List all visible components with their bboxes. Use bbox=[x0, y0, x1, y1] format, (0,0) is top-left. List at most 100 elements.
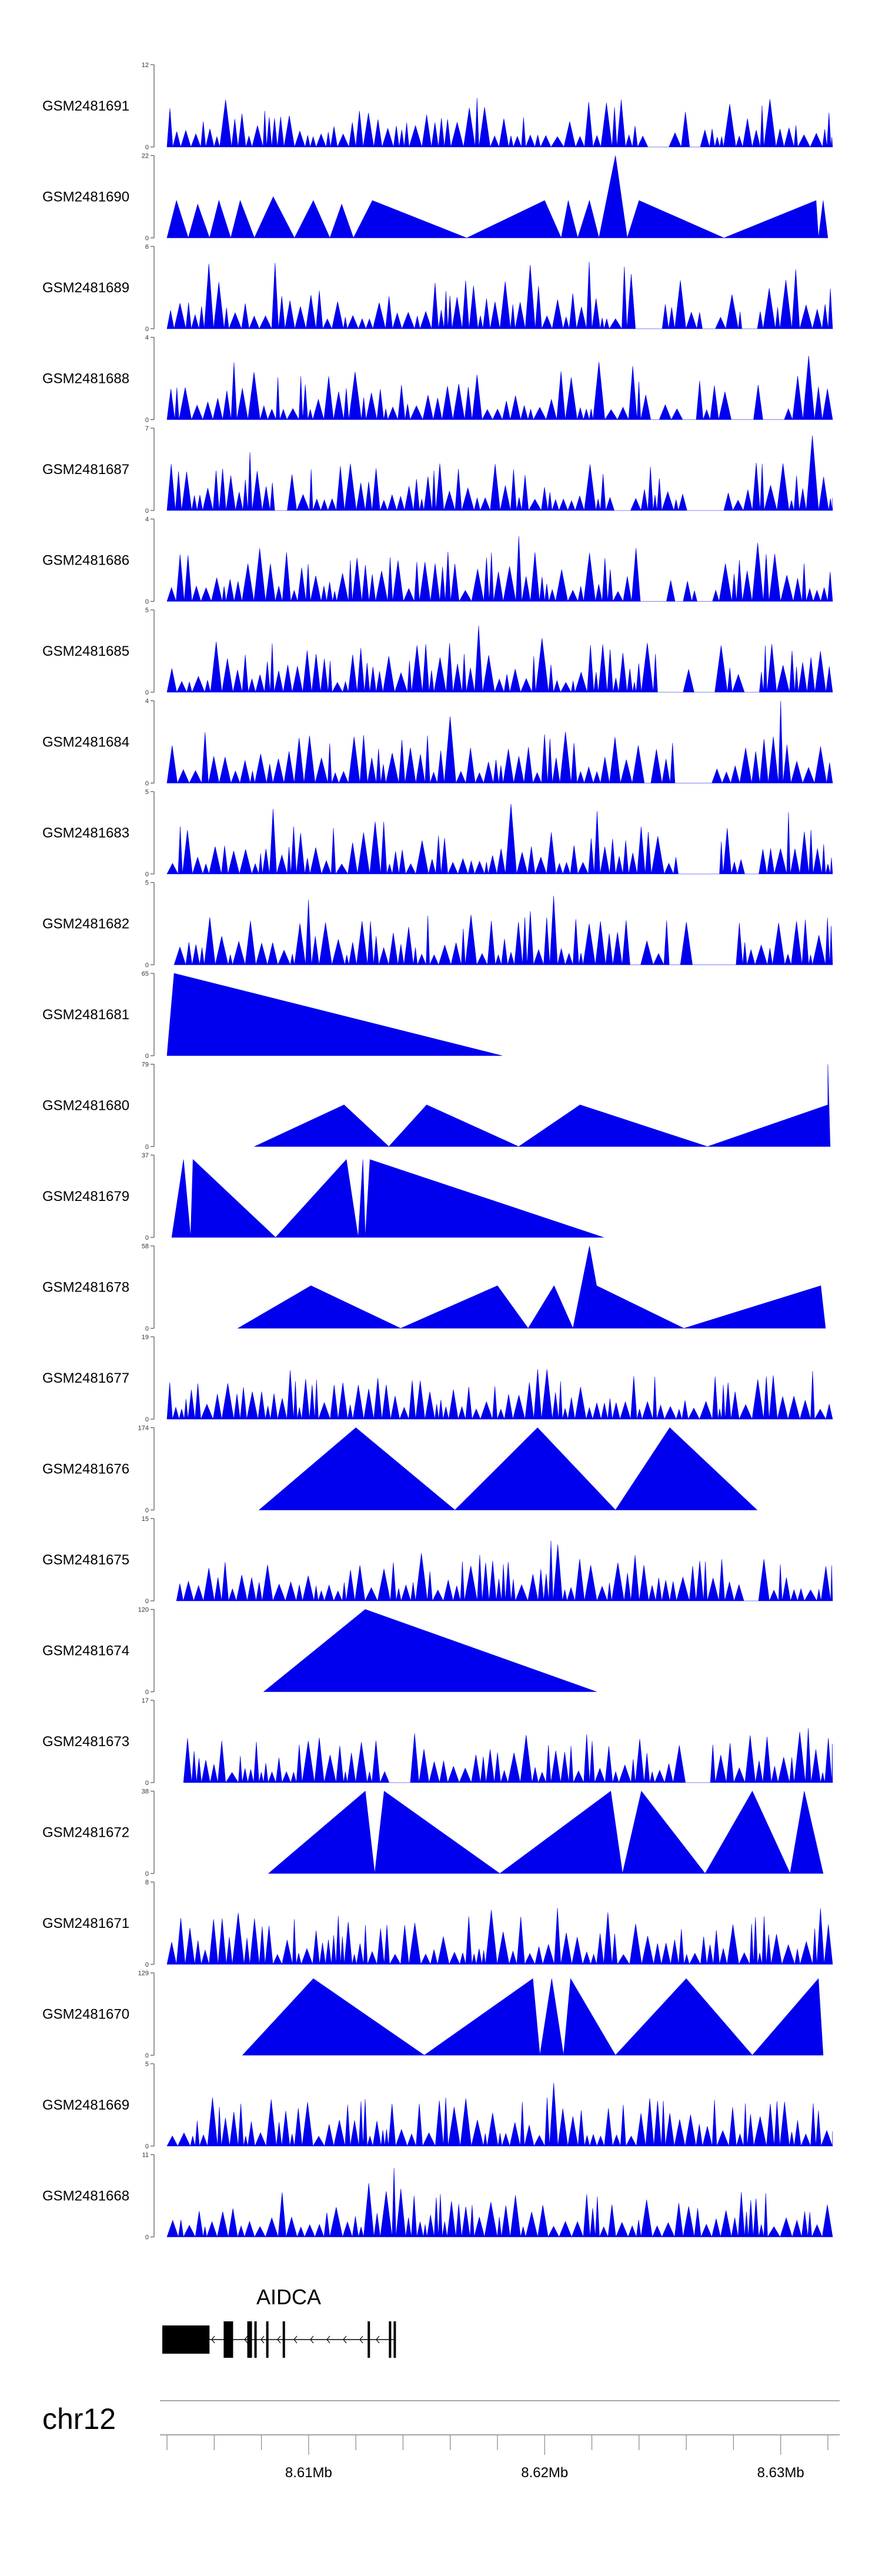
genome-axis: chr12 8.61Mb 8.62Mb 8.63Mb bbox=[42, 2400, 840, 2481]
track-label: GSM2481675 bbox=[42, 1552, 129, 1568]
track-GSM2481691: GSM2481691 12 0 bbox=[42, 62, 833, 151]
y-tick-label-zero: 0 bbox=[145, 1598, 149, 1605]
signal-area-GSM2481687 bbox=[166, 435, 833, 512]
y-tick-label-max: 5 bbox=[145, 880, 149, 887]
track-GSM2481685: GSM2481685 5 0 bbox=[42, 607, 833, 696]
y-tick-label-zero: 0 bbox=[145, 235, 149, 242]
y-tick-label-zero: 0 bbox=[145, 1326, 149, 1333]
strand-arrow bbox=[326, 2335, 330, 2344]
signal-area-GSM2481669 bbox=[166, 2083, 833, 2147]
track-GSM2481689: GSM2481689 6 0 bbox=[42, 243, 833, 333]
track-label: GSM2481678 bbox=[42, 1280, 129, 1296]
track-GSM2481681: GSM2481681 65 0 bbox=[42, 970, 503, 1060]
y-tick-label-max: 7 bbox=[145, 425, 149, 432]
strand-arrow bbox=[359, 2335, 363, 2344]
track-label: GSM2481686 bbox=[42, 553, 129, 569]
gene-exon bbox=[368, 2321, 370, 2358]
signal-area-GSM2481677 bbox=[166, 1369, 833, 1420]
y-tick-label-zero: 0 bbox=[145, 417, 149, 424]
track-GSM2481675: GSM2481675 15 0 bbox=[42, 1516, 833, 1605]
track-label: GSM2481688 bbox=[42, 371, 129, 387]
y-tick-label-max: 17 bbox=[142, 1697, 149, 1704]
track-label: GSM2481684 bbox=[42, 735, 129, 750]
y-tick-label-zero: 0 bbox=[145, 2143, 149, 2150]
track-label: GSM2481673 bbox=[42, 1734, 129, 1750]
y-tick-label-max: 129 bbox=[138, 1970, 149, 1977]
signal-area-GSM2481689 bbox=[166, 262, 833, 330]
y-tick-label-max: 12 bbox=[142, 62, 149, 69]
track-label: GSM2481672 bbox=[42, 1825, 129, 1841]
y-tick-label-max: 79 bbox=[142, 1062, 149, 1069]
y-tick-label-max: 15 bbox=[142, 1516, 149, 1523]
signal-area-GSM2481675 bbox=[176, 1540, 833, 1602]
track-GSM2481683: GSM2481683 5 0 bbox=[42, 789, 833, 878]
gene-track: AIDCA bbox=[162, 2285, 396, 2358]
y-tick-label-zero: 0 bbox=[145, 326, 149, 333]
signal-area-GSM2481674 bbox=[263, 1609, 597, 1692]
signal-area-GSM2481668 bbox=[166, 2168, 833, 2238]
signal-area-GSM2481678 bbox=[237, 1246, 826, 1329]
y-tick-label-zero: 0 bbox=[145, 1689, 149, 1696]
signal-area-GSM2481672 bbox=[268, 1790, 824, 1874]
y-tick-label-zero: 0 bbox=[145, 1053, 149, 1060]
strand-arrow bbox=[211, 2335, 215, 2344]
y-tick-label-zero: 0 bbox=[145, 508, 149, 515]
gene-exon bbox=[266, 2321, 269, 2358]
signal-area-GSM2481673 bbox=[183, 1728, 833, 1784]
track-GSM2481684: GSM2481684 4 0 bbox=[42, 698, 833, 788]
strand-arrow bbox=[343, 2335, 347, 2344]
y-tick-label-zero: 0 bbox=[145, 1416, 149, 1423]
gene-exon bbox=[254, 2321, 257, 2358]
x-tick-label: 8.61Mb bbox=[285, 2465, 332, 2481]
track-GSM2481688: GSM2481688 4 0 bbox=[42, 335, 833, 424]
track-GSM2481672: GSM2481672 38 0 bbox=[42, 1788, 824, 1878]
strand-arrow bbox=[310, 2335, 314, 2344]
track-label: GSM2481668 bbox=[42, 2188, 129, 2204]
track-GSM2481676: GSM2481676 174 0 bbox=[42, 1425, 758, 1514]
y-tick-label-max: 4 bbox=[145, 335, 149, 342]
y-tick-label-max: 4 bbox=[145, 698, 149, 705]
strand-arrow bbox=[376, 2335, 380, 2344]
track-label: GSM2481690 bbox=[42, 189, 129, 205]
track-GSM2481686: GSM2481686 4 0 bbox=[42, 516, 833, 606]
track-GSM2481671: GSM2481671 8 0 bbox=[42, 1879, 833, 1968]
gene-exon bbox=[162, 2325, 210, 2354]
strand-arrow bbox=[244, 2335, 248, 2344]
y-tick-label-max: 5 bbox=[145, 789, 149, 796]
track-label: GSM2481669 bbox=[42, 2097, 129, 2113]
signal-area-GSM2481691 bbox=[166, 98, 833, 148]
track-label: GSM2481679 bbox=[42, 1189, 129, 1204]
track-GSM2481668: GSM2481668 11 0 bbox=[42, 2152, 833, 2241]
signal-area-GSM2481681 bbox=[166, 973, 503, 1056]
x-tick-label: 8.62Mb bbox=[521, 2465, 568, 2481]
signal-area-GSM2481680 bbox=[254, 1064, 831, 1147]
track-label: GSM2481677 bbox=[42, 1370, 129, 1386]
y-tick-label-max: 5 bbox=[145, 607, 149, 614]
signal-area-GSM2481690 bbox=[166, 155, 828, 239]
y-tick-label-zero: 0 bbox=[145, 599, 149, 606]
y-tick-label-zero: 0 bbox=[145, 144, 149, 151]
y-tick-label-zero: 0 bbox=[145, 780, 149, 788]
signal-area-GSM2481670 bbox=[242, 1978, 824, 2056]
signal-area-GSM2481683 bbox=[166, 803, 833, 875]
track-label: GSM2481683 bbox=[42, 825, 129, 841]
y-tick-label-zero: 0 bbox=[145, 1234, 149, 1242]
track-GSM2481669: GSM2481669 5 0 bbox=[42, 2061, 833, 2150]
track-label: GSM2481674 bbox=[42, 1643, 129, 1659]
track-label: GSM2481682 bbox=[42, 916, 129, 932]
strand-arrow bbox=[277, 2335, 281, 2344]
y-tick-label-max: 58 bbox=[142, 1243, 149, 1250]
y-tick-label-max: 120 bbox=[138, 1607, 149, 1614]
y-tick-label-zero: 0 bbox=[145, 1507, 149, 1514]
y-tick-label-max: 11 bbox=[142, 2152, 149, 2159]
chromosome-label: chr12 bbox=[42, 2403, 116, 2435]
y-tick-label-max: 65 bbox=[142, 970, 149, 977]
gene-label: AIDCA bbox=[256, 2285, 321, 2309]
y-tick-label-max: 6 bbox=[145, 243, 149, 251]
strand-arrow bbox=[260, 2335, 265, 2344]
y-tick-label-max: 5 bbox=[145, 2061, 149, 2068]
signal-area-GSM2481685 bbox=[166, 626, 833, 693]
signal-tracks: GSM2481691120GSM2481690220GSM248168960GS… bbox=[42, 62, 833, 2241]
y-tick-label-zero: 0 bbox=[145, 2053, 149, 2060]
